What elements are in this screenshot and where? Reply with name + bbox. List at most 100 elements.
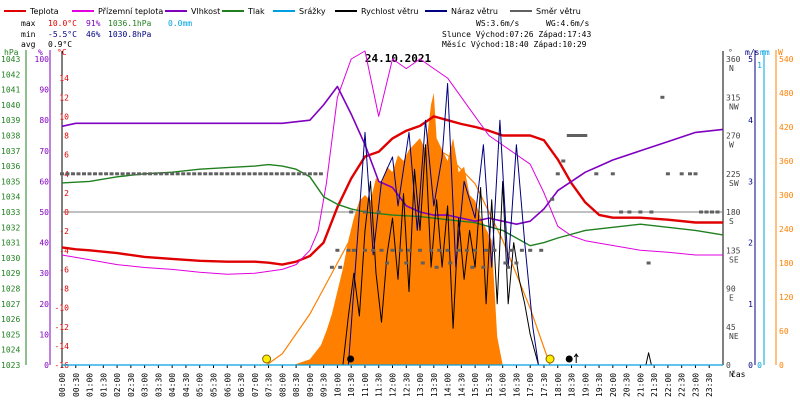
solar-theoretical-line [266, 146, 551, 366]
stat-avg-label: avg [21, 40, 36, 49]
wind-direction-point [363, 248, 367, 252]
degc-tick: 14 [59, 74, 69, 83]
hpa-tick: 1023 [1, 361, 20, 370]
wind-direction-point [429, 248, 434, 252]
wind-direction-point [710, 210, 714, 214]
ms-tick: 0 [748, 361, 753, 370]
wind-direction-point [126, 172, 131, 176]
wind-direction-point [638, 210, 643, 214]
wind-direction-point [252, 172, 257, 176]
x-tick: 09:00 [306, 373, 315, 397]
hpa-tick: 1031 [1, 239, 20, 248]
wind-direction-point [539, 248, 544, 252]
dir-unit: ° [728, 48, 733, 57]
x-tick: 01:00 [86, 373, 95, 397]
info-moon: Měsíc Východ:18:40 Západ:10:29 [442, 40, 587, 49]
stat-max-rain: 0.0mm [168, 19, 192, 28]
x-tick: 07:30 [265, 373, 274, 397]
wind-direction-point [82, 172, 86, 176]
wind-direction-point [627, 210, 632, 214]
x-tick: 06:30 [237, 373, 246, 397]
wind-direction-point [219, 172, 224, 176]
x-tick: 15:30 [485, 373, 494, 397]
dir-tick: 315 [726, 93, 741, 102]
wm2-tick: 420 [779, 123, 794, 132]
wind-direction-point [619, 210, 624, 214]
wind-direction-point [186, 172, 191, 176]
legend-item: Přízemní teplota [98, 7, 163, 16]
x-tick: 05:00 [196, 373, 205, 397]
dir-tick-label: N [729, 370, 734, 379]
x-tick: 08:30 [292, 373, 301, 397]
wind-direction-point [241, 172, 246, 176]
hpa-tick: 1035 [1, 177, 20, 186]
degc-tick: 0 [64, 208, 69, 217]
x-tick: 16:00 [499, 373, 508, 397]
dir-tick: 90 [726, 285, 736, 294]
wind-direction-point [390, 248, 395, 252]
wind-direction-point [307, 172, 312, 176]
x-tick: 04:00 [168, 373, 177, 397]
wind-direction-point [577, 134, 582, 137]
x-tick: 20:00 [609, 373, 618, 397]
wind-direction-point [329, 265, 334, 269]
pct-tick: 70 [39, 147, 49, 156]
wm2-tick: 120 [779, 293, 794, 302]
pct-tick: 20 [39, 300, 49, 309]
wind-direction-point [481, 265, 486, 269]
wind-direction-point [109, 172, 114, 176]
wind-direction-point [346, 248, 351, 252]
x-tick: 11:00 [361, 373, 370, 397]
degc-tick: -10 [55, 304, 70, 313]
wind-direction-point [87, 172, 92, 176]
wind-direction-point [247, 172, 252, 176]
series-line-2 [61, 85, 724, 225]
dir-tick-label: E [729, 294, 734, 303]
x-tick: 14:30 [457, 373, 466, 397]
wind-direction-point [338, 265, 343, 269]
hpa-tick: 1043 [1, 55, 20, 64]
dir-tick: 225 [726, 170, 741, 179]
wind-direction-point [492, 248, 497, 252]
solar-radiation-area [293, 93, 503, 365]
wind-direction-point [274, 172, 279, 176]
ms-tick: 1 [748, 300, 753, 309]
wind-direction-point [404, 261, 409, 265]
ms-tick: 2 [748, 239, 753, 248]
legend-item: Teplota [29, 7, 59, 16]
wind-direction-point [398, 248, 403, 252]
wind-direction-point [142, 172, 147, 176]
wind-direction-point [445, 248, 450, 252]
x-tick: 19:00 [581, 373, 590, 397]
wind-direction-point [363, 210, 367, 214]
hpa-tick: 1026 [1, 315, 20, 324]
mm-tick: 1 [757, 61, 762, 70]
wind-direction-point [555, 172, 560, 176]
x-tick: 17:30 [540, 373, 549, 397]
sun-marker [262, 354, 272, 364]
wind-direction-point [376, 210, 381, 214]
dir-tick-label: W [729, 141, 734, 150]
degc-tick: 12 [59, 93, 69, 102]
x-tick: 10:00 [333, 373, 342, 397]
hpa-tick: 1038 [1, 132, 20, 141]
legend-item: Rychlost větru [361, 7, 418, 16]
x-tick: 05:30 [209, 373, 218, 397]
wind-direction-point [104, 172, 109, 176]
stat-min-temp: -5.5°C [48, 30, 77, 39]
hpa-tick: 1040 [1, 101, 20, 110]
wind-direction-point [528, 248, 533, 252]
wind-direction-point [120, 172, 125, 176]
wind-direction-point [269, 172, 274, 176]
x-tick: 15:00 [471, 373, 480, 397]
pct-tick: 50 [39, 208, 49, 217]
stat-min-label: min [21, 30, 36, 39]
wind-direction-point [420, 261, 425, 265]
dir-tick: 180 [726, 208, 741, 217]
pct-tick: 10 [39, 330, 49, 339]
x-tick: 12:30 [402, 373, 411, 397]
x-tick: 18:00 [554, 373, 563, 397]
wind-direction-point [514, 261, 519, 265]
wind-direction-point [715, 210, 720, 214]
